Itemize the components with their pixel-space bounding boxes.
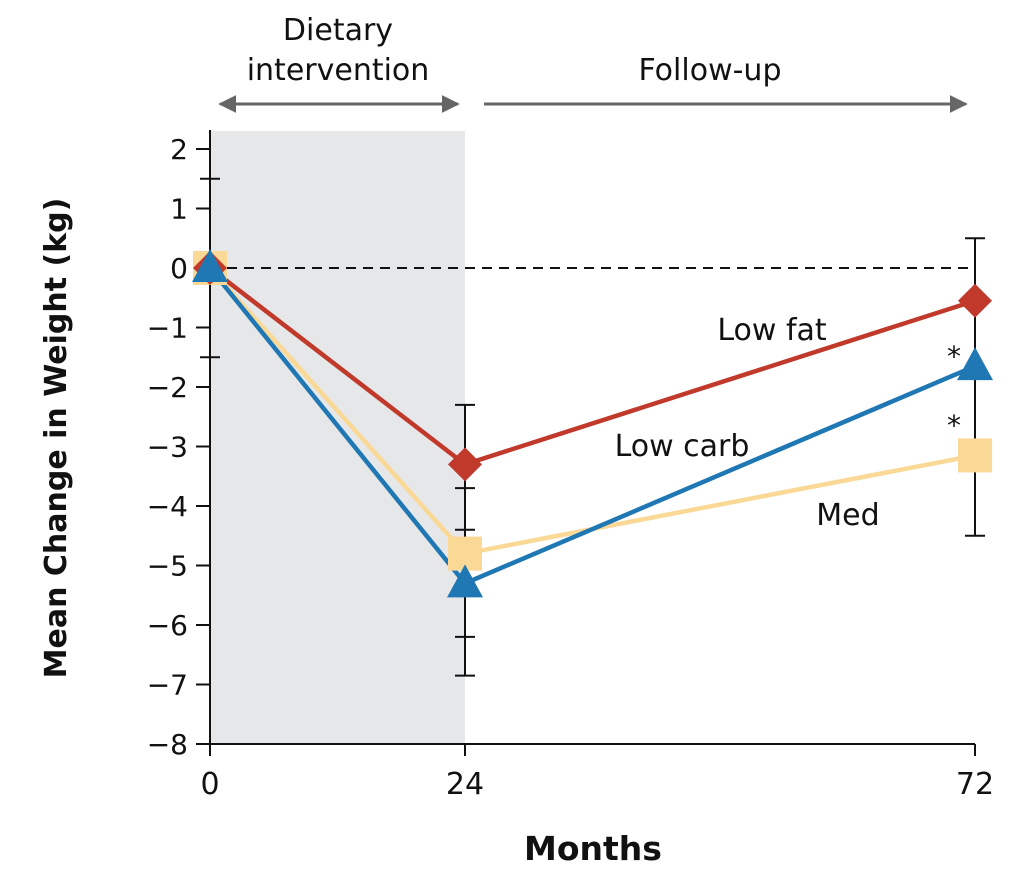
x-tick-label: 24 [446,767,484,802]
y-tick-label: −1 [147,312,188,345]
series-label-med: Med [816,498,879,533]
y-tick-label: 2 [170,133,188,166]
y-tick-label: 1 [170,193,188,226]
y-tick-label: −6 [147,609,188,642]
data-point-low-fat [448,447,482,482]
y-axis-title: Mean Change in Weight (kg) [39,198,74,679]
y-tick-label: 0 [170,252,188,285]
significance-star-med: * [947,409,961,442]
data-point-low-carb [447,564,483,598]
y-tick-label: −2 [147,371,188,404]
y-tick-label: −5 [147,550,188,583]
intervention-shading [210,131,465,744]
x-tick-label: 72 [956,767,994,802]
y-tick-label: −7 [147,669,188,702]
series-label-low-carb: Low carb [615,429,750,464]
x-axis-title: Months [524,829,662,868]
period-label-followup: Follow-up [639,53,782,88]
period-label-dietary-2: intervention [247,53,430,88]
data-point-low-fat [958,283,992,318]
data-point-low-carb [192,249,228,282]
x-tick-label: 0 [200,767,219,802]
period-label-dietary-1: Dietary [283,13,393,48]
y-tick-label: −8 [147,728,188,761]
y-tick-label: −4 [147,490,188,523]
significance-star-low-carb: * [947,340,961,373]
data-point-low-carb [957,347,993,381]
series-label-low-fat: Low fat [717,313,827,348]
data-point-med [958,438,992,473]
y-tick-label: −3 [147,431,188,464]
